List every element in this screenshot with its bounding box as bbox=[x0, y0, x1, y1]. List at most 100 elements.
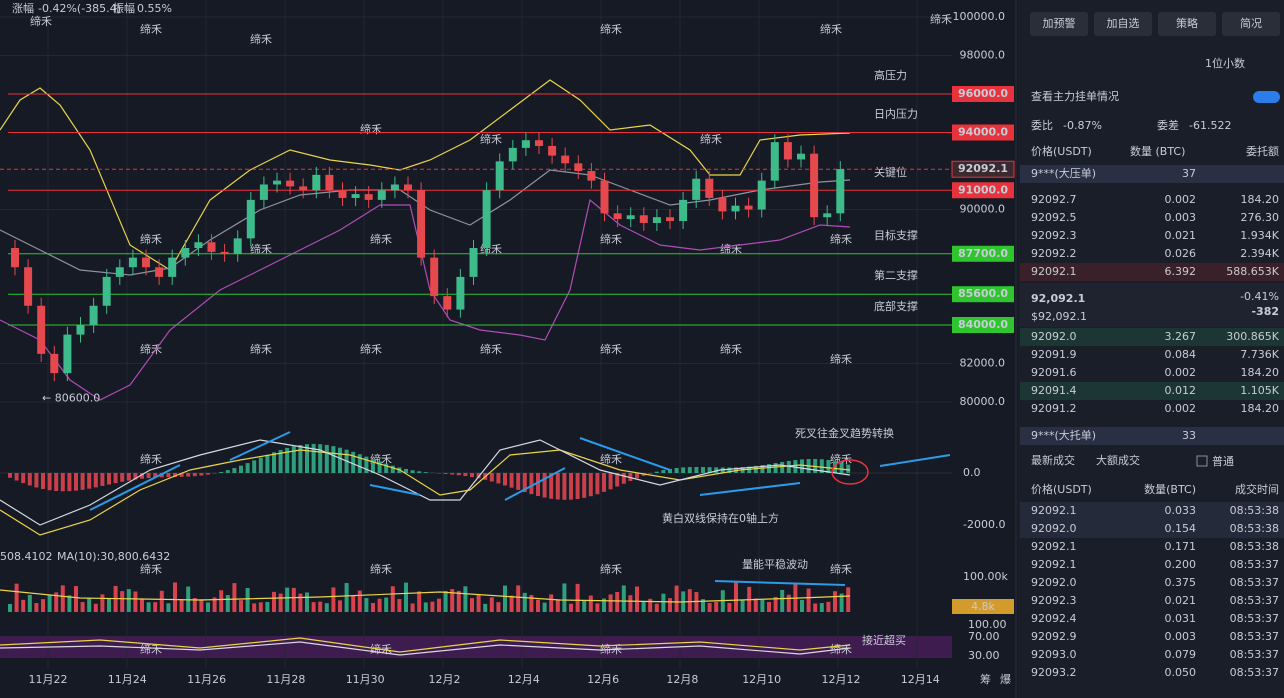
macd-bar bbox=[760, 465, 765, 473]
volume-bar bbox=[602, 598, 606, 612]
watermark: 缔禾 bbox=[360, 122, 382, 136]
volume-bar bbox=[252, 603, 257, 612]
trade-qty: 0.375 bbox=[1165, 576, 1197, 589]
volume-bar bbox=[621, 585, 626, 612]
candle bbox=[259, 184, 268, 200]
row-price: 92092.3 bbox=[1031, 229, 1077, 242]
candle bbox=[613, 213, 622, 220]
candle bbox=[705, 178, 714, 198]
trade-price: 92093.2 bbox=[1031, 666, 1077, 679]
trade-time: 08:53:37 bbox=[1230, 594, 1279, 607]
macd-bar bbox=[516, 473, 521, 490]
macd-bar bbox=[496, 473, 501, 484]
row-price: 92091.4 bbox=[1031, 384, 1077, 397]
macd-bar bbox=[239, 465, 243, 473]
watermark: 缔禾 bbox=[140, 342, 162, 356]
panel-button[interactable] bbox=[1030, 12, 1088, 36]
volume-bar bbox=[826, 601, 831, 612]
macd-bar bbox=[786, 460, 791, 473]
row-value: 1.105K bbox=[1240, 384, 1279, 397]
macd-bar bbox=[133, 473, 138, 480]
panel-button-label[interactable]: 策略 bbox=[1176, 16, 1198, 30]
macd-bar bbox=[153, 473, 158, 478]
candle bbox=[718, 197, 727, 212]
panel-button-label[interactable]: 加自选 bbox=[1107, 17, 1140, 30]
candle bbox=[430, 257, 439, 297]
macd-bar bbox=[232, 468, 237, 473]
macd-bar bbox=[549, 473, 554, 499]
volume-bar bbox=[773, 596, 778, 612]
volume-bar bbox=[648, 598, 653, 612]
volume-bar bbox=[450, 589, 455, 612]
decimals[interactable]: 1位小数 bbox=[1205, 56, 1245, 70]
checkbox[interactable] bbox=[1196, 455, 1208, 467]
panel-button-label[interactable]: 加预警 bbox=[1043, 16, 1076, 30]
macd-bar bbox=[113, 473, 118, 484]
volume-bar bbox=[47, 594, 52, 612]
volume-bar bbox=[206, 602, 210, 612]
big-order-row bbox=[1020, 165, 1284, 183]
level-label: 85600.0 bbox=[958, 287, 1008, 300]
side-panel bbox=[1018, 0, 1284, 698]
macd-bar bbox=[258, 457, 263, 473]
tab[interactable]: 普通 bbox=[1212, 454, 1234, 468]
panel-button[interactable] bbox=[1158, 12, 1216, 36]
candle bbox=[810, 153, 819, 218]
trend-arrow bbox=[369, 484, 421, 496]
level-tag bbox=[952, 245, 1014, 262]
trade-qty: 0.033 bbox=[1165, 504, 1197, 517]
volume-bar bbox=[404, 582, 408, 612]
row-qty: 0.021 bbox=[1165, 229, 1197, 242]
macd-bar bbox=[252, 460, 257, 473]
row-qty: 3.267 bbox=[1165, 330, 1197, 343]
volume-bar bbox=[780, 589, 785, 612]
watermark: 缔禾 bbox=[370, 562, 392, 576]
candle bbox=[561, 155, 570, 164]
volume-bar bbox=[285, 587, 290, 612]
candle bbox=[181, 248, 190, 258]
toggle[interactable] bbox=[1253, 91, 1280, 103]
candle bbox=[128, 257, 137, 268]
macd-bar bbox=[225, 470, 230, 473]
trade-qty: 0.003 bbox=[1165, 630, 1197, 643]
volume-ma-label: MA(10):30,800.6432 bbox=[57, 550, 170, 563]
tab[interactable]: 大额成交 bbox=[1096, 453, 1140, 467]
volume-bar bbox=[87, 598, 92, 612]
macd-bar bbox=[107, 473, 111, 485]
volume-left: 508.4102 bbox=[0, 550, 53, 563]
volume-bar bbox=[291, 587, 296, 612]
macd-bar bbox=[371, 459, 375, 473]
candle bbox=[155, 267, 164, 277]
candle bbox=[744, 205, 753, 210]
macd-bar bbox=[338, 447, 342, 473]
volume-bar bbox=[41, 599, 45, 612]
volume-bar bbox=[278, 593, 283, 612]
volume-bar bbox=[27, 594, 32, 612]
x-tick-label: 11月28 bbox=[266, 673, 305, 686]
volume-bar bbox=[641, 601, 646, 612]
volume-bar bbox=[734, 582, 738, 612]
volume-bar bbox=[470, 598, 474, 612]
trade-time: 08:53:37 bbox=[1230, 612, 1279, 625]
macd-bar bbox=[595, 473, 600, 495]
macd-bar bbox=[569, 473, 573, 500]
level-name: 目标支撑 bbox=[874, 228, 918, 242]
main-orders[interactable]: 查看主力挂单情况 bbox=[1031, 89, 1119, 103]
candle bbox=[757, 180, 766, 210]
info-value: -0.42%(-385.4) bbox=[38, 2, 121, 15]
tab[interactable]: 最新成交 bbox=[1031, 453, 1075, 467]
candle bbox=[535, 140, 543, 146]
volume-bar bbox=[701, 599, 705, 612]
level-tag bbox=[952, 317, 1014, 333]
volume-bar bbox=[225, 595, 230, 612]
volume-bar bbox=[34, 603, 39, 612]
panel-button-label[interactable]: 简况 bbox=[1240, 16, 1262, 30]
panel-button[interactable] bbox=[1222, 12, 1280, 36]
volume-bar bbox=[615, 591, 620, 612]
level-tag bbox=[952, 86, 1014, 102]
candle bbox=[626, 215, 635, 220]
volume-bar bbox=[575, 583, 580, 612]
panel-button[interactable] bbox=[1094, 12, 1152, 36]
candle bbox=[823, 213, 832, 218]
volume-bar bbox=[635, 586, 639, 612]
